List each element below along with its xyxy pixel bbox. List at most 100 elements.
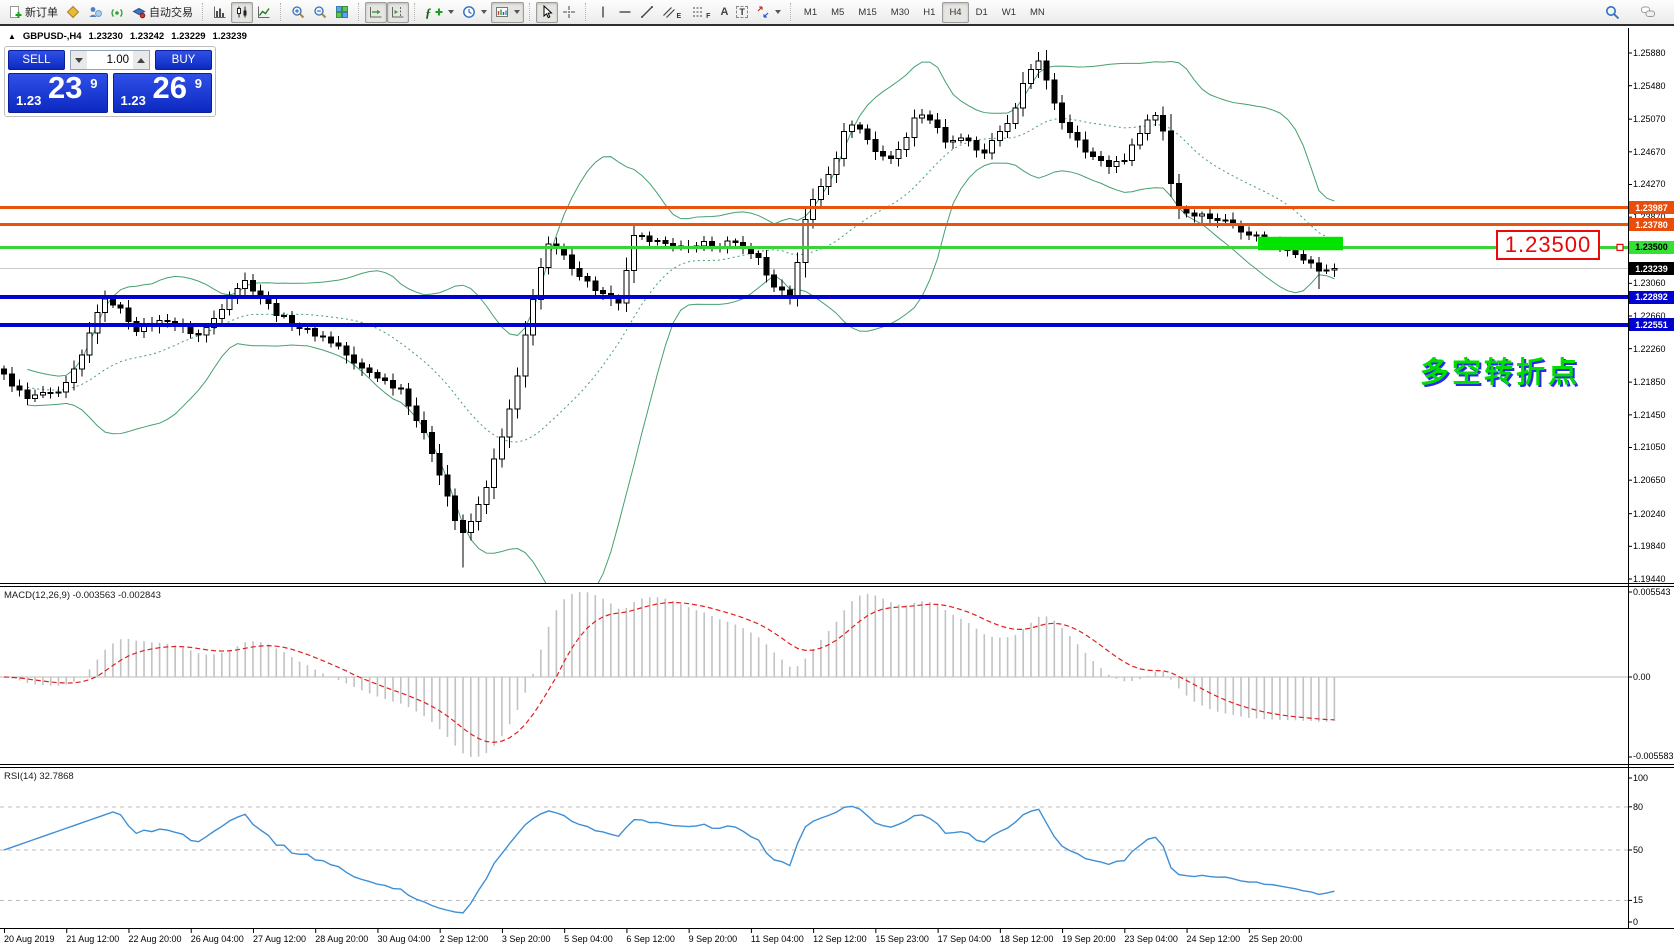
toolbar-separator — [202, 3, 204, 21]
timeframe-d1-button[interactable]: D1 — [969, 2, 995, 23]
ohlc-close: 1.23239 — [212, 31, 247, 42]
timeframe-m30-button[interactable]: M30 — [884, 2, 916, 23]
timeframe-w1-button[interactable]: W1 — [995, 2, 1023, 23]
volume-stepper: 1.00 — [70, 50, 150, 70]
triangle-down-icon — [75, 57, 83, 63]
tile-windows-button[interactable] — [331, 2, 353, 23]
text-label-icon: T — [736, 6, 748, 18]
sell-price-pip: 9 — [90, 76, 98, 91]
plus-icon — [435, 8, 442, 16]
toolbar-group-tools: E F A T — [535, 0, 785, 24]
toolbar-separator — [584, 3, 587, 21]
algo-trading-label: 自动交易 — [149, 7, 193, 19]
macd-indicator-label: MACD(12,26,9) -0.003563 -0.002843 — [4, 590, 161, 601]
buy-button[interactable]: BUY — [155, 50, 212, 70]
volume-decrease-button[interactable] — [71, 51, 87, 69]
time-axis[interactable] — [0, 928, 1674, 951]
ohlc-low: 1.23229 — [171, 31, 206, 42]
timeframe-mn-button[interactable]: MN — [1023, 2, 1052, 23]
horizontal-line-button[interactable] — [614, 2, 636, 23]
text-label-button[interactable]: T — [732, 2, 752, 23]
timeframe-h4-button[interactable]: H4 — [942, 1, 969, 23]
bar-chart-button[interactable] — [209, 2, 231, 23]
chart-canvas[interactable] — [0, 28, 1628, 928]
zoom-out-icon — [314, 6, 327, 19]
line-chart-button[interactable] — [253, 2, 275, 23]
search-button[interactable] — [1601, 2, 1624, 23]
trendline-button[interactable] — [636, 2, 658, 23]
market-icon — [66, 5, 80, 19]
price-axis[interactable] — [1628, 28, 1674, 928]
sell-price-prefix: 1.23 — [16, 93, 42, 108]
triangle-up-icon — [137, 57, 145, 63]
period-dropdown-button[interactable] — [458, 2, 491, 23]
toolbar-group-scroll — [365, 0, 409, 24]
rsi-indicator-label: RSI(14) 32.7868 — [4, 771, 74, 782]
price-callout[interactable]: 1.23500 — [1496, 230, 1600, 260]
text-icon: A — [720, 5, 729, 18]
crosshair-button[interactable] — [558, 2, 580, 23]
toolbar-separator — [528, 3, 531, 21]
algo-trading-icon — [132, 7, 146, 19]
chat-button[interactable] — [1636, 2, 1660, 23]
chart-shift-icon — [392, 7, 404, 18]
auto-scroll-icon — [370, 7, 382, 18]
vps-button[interactable] — [106, 2, 128, 23]
timeframe-h1-button[interactable]: H1 — [916, 2, 942, 23]
chevron-down-icon — [447, 10, 454, 14]
indicators-button[interactable]: ƒ — [421, 2, 458, 23]
buy-price-big: 26 — [152, 70, 187, 105]
vertical-line-icon — [601, 6, 604, 18]
channel-letter: E — [676, 12, 682, 20]
algo-trading-button[interactable]: 自动交易 — [128, 2, 197, 23]
signals-icon — [89, 7, 102, 17]
market-button[interactable] — [62, 2, 84, 23]
panel-collapse-icon[interactable]: ▲ — [8, 31, 16, 41]
sell-price-big: 23 — [48, 70, 83, 105]
toolbar-group-chartmode — [209, 0, 275, 24]
new-order-icon — [10, 6, 22, 18]
arrows-button[interactable] — [752, 2, 785, 23]
volume-increase-button[interactable] — [133, 51, 149, 69]
equidistant-channel-button[interactable]: E — [658, 2, 688, 23]
fibonacci-button[interactable]: F — [687, 2, 716, 23]
zoom-in-icon — [292, 6, 305, 19]
sell-button[interactable]: SELL — [8, 50, 65, 70]
symbol-title: GBPUSD-,H4 — [22, 31, 82, 42]
channel-icon — [662, 7, 675, 18]
toolbar-separator — [280, 3, 282, 21]
symbol-header: ▲ GBPUSD-,H4 1.23230 1.23242 1.23229 1.2… — [8, 31, 247, 42]
vps-signal-icon — [111, 9, 123, 17]
timeframe-m5-button[interactable]: M5 — [824, 2, 851, 23]
auto-scroll-button[interactable] — [365, 1, 387, 23]
vertical-line-button[interactable] — [592, 2, 614, 23]
zoom-out-button[interactable] — [309, 2, 331, 23]
fibonacci-icon — [693, 7, 704, 17]
timeframe-m15-button[interactable]: M15 — [851, 2, 883, 23]
crosshair-icon — [562, 6, 575, 18]
toolbar-separator — [358, 3, 360, 21]
timeframe-m1-button[interactable]: M1 — [797, 2, 824, 23]
toolbar-group-indicators: ƒ — [421, 0, 524, 24]
volume-value[interactable]: 1.00 — [106, 54, 129, 66]
zoom-in-button[interactable] — [287, 2, 309, 23]
clock-icon — [462, 6, 475, 18]
signals-button[interactable] — [84, 2, 106, 23]
horizontal-line-icon — [619, 11, 630, 13]
line-chart-icon — [258, 6, 270, 18]
buy-price-box[interactable]: 1.23 26 9 — [112, 70, 212, 113]
chinese-annotation: 多空转折点 — [1420, 357, 1581, 389]
text-button[interactable]: A — [716, 2, 732, 23]
arrows-icon — [757, 6, 769, 18]
templates-button[interactable] — [490, 1, 524, 23]
pane-resize-handle[interactable] — [0, 582, 1674, 589]
ohlc-open: 1.23230 — [88, 31, 123, 42]
candlestick-chart-button[interactable] — [231, 1, 253, 23]
new-order-button[interactable]: 新订单 — [4, 2, 62, 23]
chart-shift-button[interactable] — [387, 1, 409, 23]
chevron-down-icon — [513, 10, 520, 14]
chevron-down-icon — [774, 10, 781, 14]
pane-resize-handle[interactable] — [0, 763, 1674, 770]
sell-price-box[interactable]: 1.23 23 9 — [8, 70, 108, 113]
cursor-button[interactable] — [535, 1, 558, 23]
